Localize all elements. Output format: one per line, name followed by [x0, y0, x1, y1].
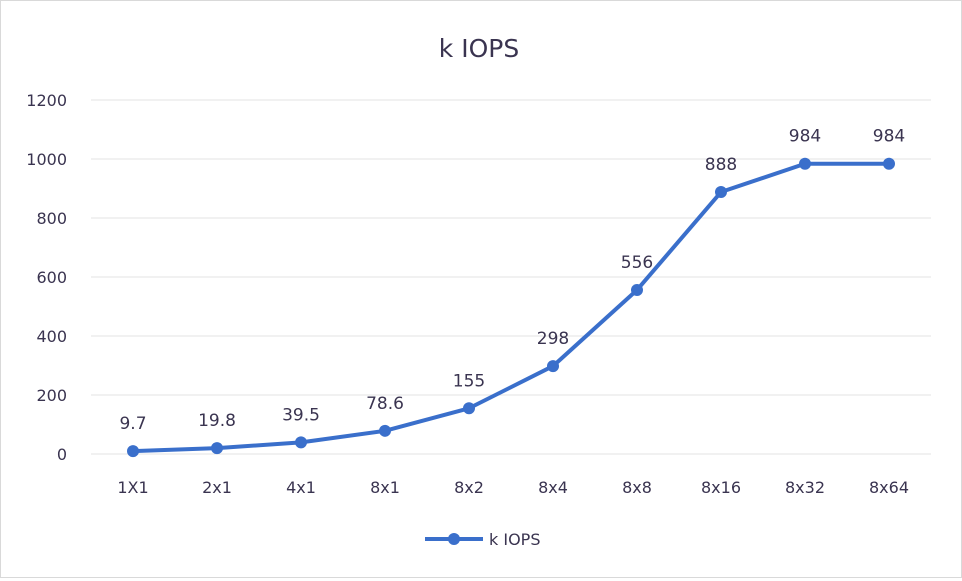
y-tick-label: 800 — [36, 209, 67, 228]
data-label: 984 — [789, 127, 821, 147]
data-point — [547, 360, 559, 373]
data-point — [715, 186, 727, 199]
data-label: 39.5 — [282, 405, 320, 425]
data-label: 888 — [705, 155, 737, 175]
x-tick-label: 8x32 — [785, 478, 825, 497]
series-line-k-iops — [132, 161, 889, 454]
x-tick-label: 8x8 — [622, 478, 652, 497]
y-tick-label: 200 — [36, 386, 67, 405]
chart-title: k IOPS — [439, 34, 519, 63]
data-point — [295, 436, 307, 449]
data-label: 556 — [621, 253, 653, 273]
data-point — [799, 157, 811, 170]
data-label: 9.7 — [119, 414, 146, 434]
data-point — [127, 445, 139, 458]
data-label: 984 — [873, 127, 905, 147]
data-label: 19.8 — [198, 411, 236, 431]
legend-marker — [448, 533, 460, 545]
data-point — [463, 402, 475, 415]
data-label: 155 — [453, 371, 485, 391]
y-tick-label: 0 — [57, 445, 67, 464]
x-tick-label: 8x4 — [538, 478, 568, 497]
data-point — [211, 442, 223, 455]
legend-label: k IOPS — [489, 530, 540, 549]
y-tick-label: 1000 — [26, 150, 67, 169]
data-label: 78.6 — [366, 394, 404, 414]
x-tick-label: 1X1 — [117, 478, 148, 497]
x-tick-label: 8x16 — [701, 478, 741, 497]
data-label: 298 — [537, 329, 569, 349]
legend: k IOPS — [425, 530, 540, 549]
x-tick-label: 2x1 — [202, 478, 232, 497]
y-tick-label: 600 — [36, 268, 67, 287]
x-tick-label: 4x1 — [286, 478, 316, 497]
x-tick-label: 8x64 — [869, 478, 909, 497]
y-tick-label: 1200 — [26, 91, 67, 110]
x-tick-label: 8x2 — [454, 478, 484, 497]
data-point — [379, 424, 391, 437]
data-point — [631, 283, 643, 296]
data-point — [883, 157, 895, 170]
x-tick-label: 8x1 — [370, 478, 400, 497]
y-tick-label: 400 — [36, 327, 67, 346]
